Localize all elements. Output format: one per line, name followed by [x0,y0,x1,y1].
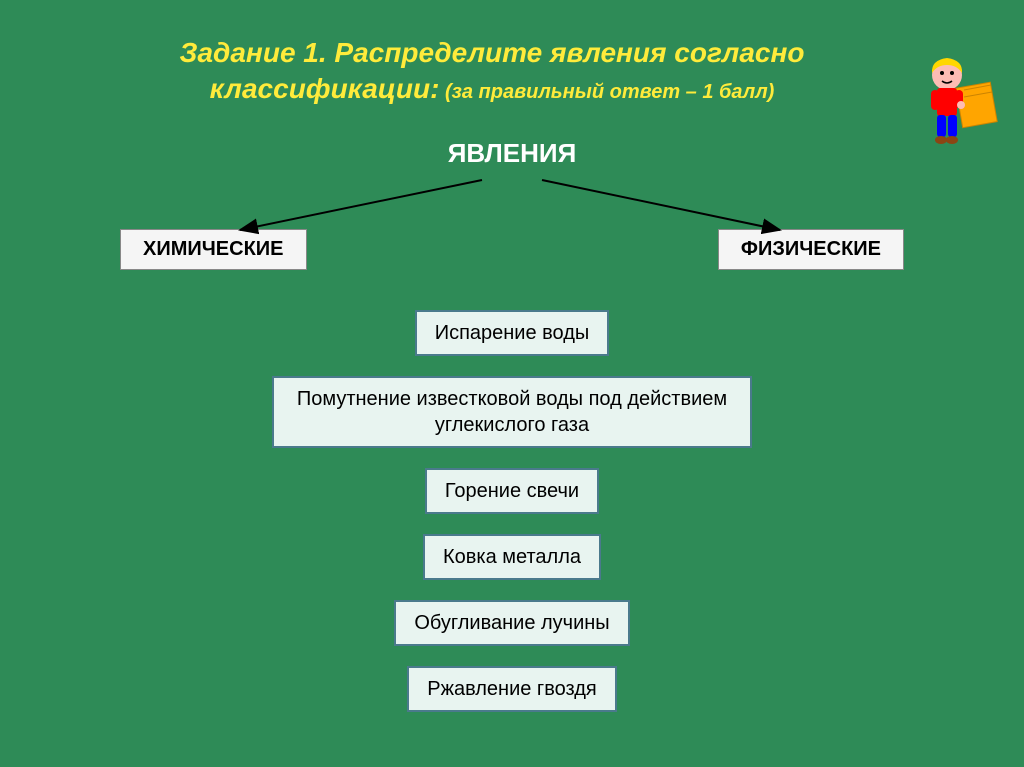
arrow-right [542,180,780,230]
phenomenon-item[interactable]: Горение свечи [425,468,599,514]
category-chemical[interactable]: ХИМИЧЕСКИЕ [120,229,307,270]
root-category-label: ЯВЛЕНИЯ [0,138,1024,169]
categories-row: ХИМИЧЕСКИЕ ФИЗИЧЕСКИЕ [0,229,1024,270]
category-physical[interactable]: ФИЗИЧЕСКИЕ [718,229,904,270]
title-suffix: (за правильный ответ – 1 балл) [439,81,774,103]
phenomenon-item[interactable]: Ржавление гвоздя [407,666,617,712]
title-line1: Задание 1. Распределите явления согласно [40,35,944,71]
phenomena-list: Испарение воды Помутнение известковой вод… [0,310,1024,712]
phenomenon-item[interactable]: Испарение воды [415,310,610,356]
slide-title: Задание 1. Распределите явления согласно… [0,0,1024,108]
student-character-icon [919,55,1004,150]
title-prefix: классификации: [210,73,440,104]
phenomenon-item[interactable]: Ковка металла [423,534,601,580]
arrow-left [240,180,482,230]
title-line2: классификации: (за правильный ответ – 1 … [40,71,944,107]
phenomenon-item[interactable]: Обугливание лучины [394,600,629,646]
phenomenon-item[interactable]: Помутнение известковой воды под действие… [272,376,752,448]
